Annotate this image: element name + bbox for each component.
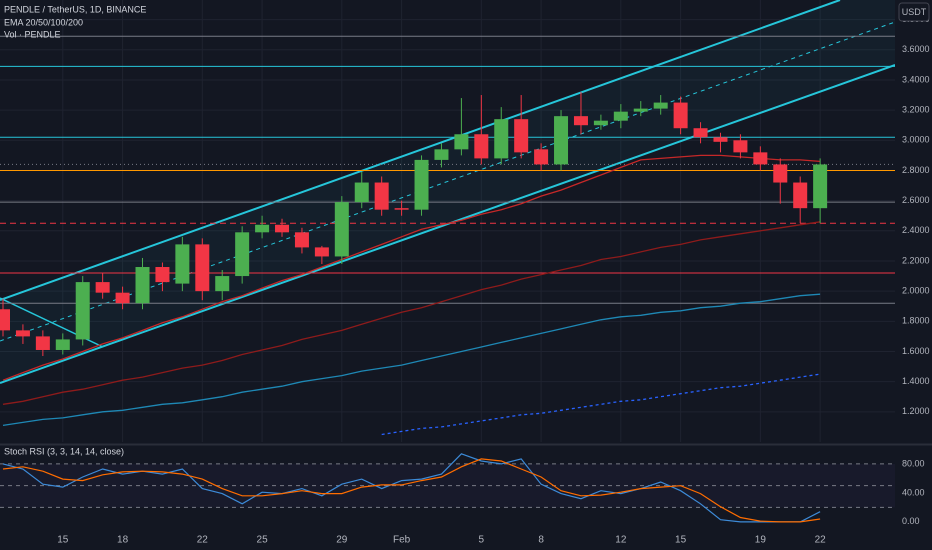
candle-body	[235, 232, 250, 277]
y-tick-label: 2.0000	[902, 286, 930, 296]
candle-body	[354, 182, 369, 203]
osc-title: Stoch RSI (3, 3, 14, 14, close)	[4, 446, 124, 456]
chart-title: PENDLE / TetherUS, 1D, BINANCE	[4, 4, 146, 14]
ema-line	[2, 154, 821, 381]
candle-body	[135, 267, 150, 304]
candle-body	[195, 244, 210, 292]
candle-body	[255, 224, 270, 233]
y-tick-label: 0.00	[902, 516, 920, 526]
candle-body	[713, 137, 728, 142]
candle-body	[95, 282, 110, 293]
y-tick-label: 2.6000	[902, 195, 930, 205]
candle-body	[155, 267, 170, 283]
candle-body	[693, 128, 708, 138]
candle-body	[733, 140, 748, 153]
candle-body	[793, 182, 808, 209]
y-tick-label: 3.2000	[902, 104, 930, 114]
x-tick-label: Feb	[393, 535, 411, 546]
currency-label[interactable]: USDT	[902, 7, 927, 17]
ema-line	[381, 373, 821, 436]
y-tick-label: 1.2000	[902, 406, 930, 416]
candle-body	[294, 232, 309, 248]
candle-body	[773, 164, 788, 183]
candle-body	[753, 152, 768, 165]
ema-line	[2, 293, 821, 427]
candle-body	[275, 224, 290, 233]
candle-body	[613, 111, 628, 121]
candle-body	[573, 116, 588, 126]
candle-body	[514, 119, 529, 153]
currency-box[interactable]	[898, 2, 930, 22]
candle-body	[474, 134, 489, 159]
x-tick-label: 15	[675, 535, 687, 546]
y-tick-label: 40.00	[902, 487, 925, 497]
candle-body	[215, 276, 230, 292]
osc-line	[2, 458, 821, 523]
candle-body	[434, 149, 449, 160]
candle-body	[394, 208, 409, 210]
candle-body	[414, 159, 429, 210]
candle-body	[633, 108, 648, 112]
x-tick-label: 12	[615, 535, 627, 546]
x-tick-label: 15	[57, 535, 69, 546]
candle-body	[554, 116, 569, 165]
channel-middle	[0, 21, 895, 342]
x-tick-label: 18	[117, 535, 129, 546]
x-tick-label: 8	[538, 535, 544, 546]
x-tick-label: 25	[257, 535, 269, 546]
y-tick-label: 3.0000	[902, 135, 930, 145]
y-tick-label: 2.4000	[902, 225, 930, 235]
candle-body	[593, 120, 608, 126]
candle-body	[314, 247, 329, 257]
indicator-label: EMA 20/50/100/200	[4, 17, 83, 27]
x-tick-label: 29	[336, 535, 348, 546]
candle-body	[35, 336, 50, 350]
candle-body	[534, 149, 549, 165]
indicator-label: Vol · PENDLE	[4, 29, 61, 39]
candle-body	[494, 119, 509, 159]
y-tick-label: 3.6000	[902, 44, 930, 54]
x-tick-label: 5	[479, 535, 485, 546]
candle-body	[653, 102, 668, 109]
x-tick-label: 22	[197, 535, 209, 546]
y-tick-label: 3.4000	[902, 74, 930, 84]
x-tick-label: 22	[815, 535, 827, 546]
axes-layer: 1.2000 1.4000 1.6000 1.8000 2.0000 2.2000 2.40…	[57, 14, 929, 546]
y-tick-label: 1.6000	[902, 346, 930, 356]
candle-body	[374, 182, 389, 210]
y-tick-label: 2.8000	[902, 165, 930, 175]
channel-upper	[0, 0, 841, 301]
plot-layer	[0, 35, 895, 436]
candle-body	[115, 292, 130, 304]
y-tick-label: 2.2000	[902, 255, 930, 265]
candle-body	[813, 164, 828, 209]
osc-grid-layer	[0, 463, 895, 508]
y-tick-label: 1.8000	[902, 316, 930, 326]
candle-body	[334, 202, 349, 257]
candle-body	[15, 330, 30, 337]
candle-body	[175, 244, 190, 284]
candle-body	[0, 309, 10, 331]
ema-line	[2, 221, 821, 405]
x-tick-label: 19	[755, 535, 767, 546]
y-tick-label: 1.4000	[902, 376, 930, 386]
osc-plot-layer	[2, 453, 821, 523]
y-tick-label: 80.00	[902, 458, 925, 468]
candle-body	[454, 134, 469, 150]
candle-body	[673, 102, 688, 129]
candle-body	[55, 339, 70, 350]
candle-body	[75, 282, 90, 340]
